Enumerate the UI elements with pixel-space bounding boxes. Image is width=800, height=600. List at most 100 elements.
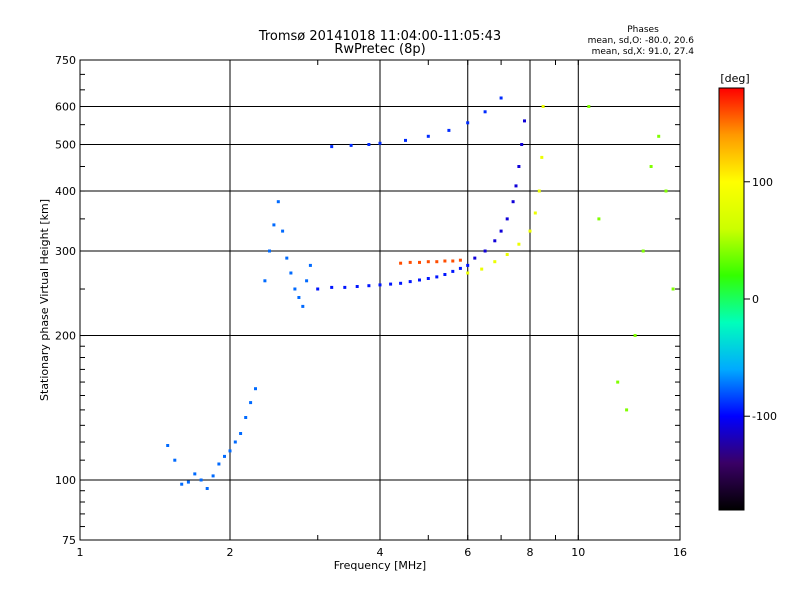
scatter-point bbox=[217, 462, 221, 466]
scatter-point bbox=[249, 401, 253, 405]
scatter-points bbox=[166, 96, 675, 490]
y-tick-label: 75 bbox=[62, 534, 76, 547]
scatter-point bbox=[511, 200, 515, 204]
scatter-point bbox=[223, 454, 226, 458]
colorbar-ticks: 100 0 -100 bbox=[744, 176, 777, 423]
scatter-point bbox=[297, 296, 301, 299]
scatter-point bbox=[254, 387, 257, 391]
scatter-point bbox=[541, 105, 545, 108]
scatter-point bbox=[466, 271, 470, 275]
scatter-point bbox=[308, 263, 312, 267]
scatter-point bbox=[641, 249, 645, 253]
scatter-point bbox=[399, 281, 403, 285]
y-tick-label: 600 bbox=[55, 101, 76, 114]
scatter-point bbox=[523, 119, 526, 123]
scatter-point bbox=[451, 259, 455, 263]
scatter-point bbox=[330, 145, 334, 149]
scatter-point bbox=[343, 285, 347, 289]
scatter-point bbox=[193, 472, 197, 476]
scatter-point bbox=[285, 256, 289, 260]
scatter-point bbox=[289, 271, 293, 275]
y-tick-label: 400 bbox=[55, 185, 76, 198]
scatter-point bbox=[649, 165, 653, 168]
y-tick-label: 750 bbox=[55, 54, 76, 67]
scatter-point bbox=[435, 275, 439, 279]
y-tick-label: 100 bbox=[55, 474, 76, 487]
scatter-point bbox=[408, 260, 412, 264]
scatter-point bbox=[493, 239, 497, 243]
y-tick-label: 300 bbox=[55, 245, 76, 258]
scatter-point bbox=[443, 259, 447, 263]
scatter-point bbox=[244, 416, 248, 419]
scatter-point bbox=[418, 260, 421, 264]
scatter-point bbox=[537, 189, 541, 193]
stats-line-x: mean, sd,X: 91.0, 27.4 bbox=[592, 47, 695, 57]
x-tick-label: 2 bbox=[227, 546, 234, 559]
scatter-point bbox=[418, 278, 421, 282]
scatter-point bbox=[517, 242, 521, 246]
x-tick-label: 1 bbox=[77, 546, 84, 559]
scatter-point bbox=[426, 277, 430, 280]
scatter-point bbox=[466, 121, 470, 125]
colorbar-label: [deg] bbox=[720, 72, 749, 85]
scatter-point bbox=[528, 229, 532, 233]
scatter-point bbox=[499, 229, 503, 233]
scatter-point bbox=[664, 189, 668, 193]
scatter-point bbox=[180, 482, 184, 486]
scatter-point bbox=[505, 217, 509, 221]
scatter-point bbox=[268, 249, 271, 253]
x-tick-label: 16 bbox=[673, 546, 687, 559]
scatter-point bbox=[473, 256, 477, 260]
x-tick-label: 4 bbox=[377, 546, 384, 559]
scatter-point bbox=[186, 480, 190, 484]
x-tick-label: 8 bbox=[527, 546, 534, 559]
scatter-point bbox=[367, 284, 371, 288]
scatter-point bbox=[657, 134, 661, 138]
scatter-point bbox=[517, 165, 521, 168]
scatter-point bbox=[330, 285, 334, 289]
scatter-point bbox=[671, 287, 675, 291]
scatter-point bbox=[483, 249, 487, 253]
scatter-point bbox=[367, 143, 371, 146]
scatter-point bbox=[616, 380, 620, 384]
scatter-point bbox=[483, 110, 487, 114]
colorbar-tick-label: 100 bbox=[752, 176, 773, 189]
scatter-point bbox=[533, 211, 537, 215]
scatter-point bbox=[499, 96, 503, 100]
y-tick-label: 200 bbox=[55, 330, 76, 343]
scatter-point bbox=[399, 261, 403, 265]
scatter-point bbox=[211, 474, 215, 478]
scatter-point bbox=[625, 408, 629, 412]
scatter-point bbox=[505, 253, 509, 256]
scatter-point bbox=[281, 229, 285, 233]
grid-lines bbox=[80, 60, 680, 540]
y-axis-ticks: 75 100 200 300 400 500 600 750 bbox=[55, 54, 680, 547]
x-tick-label: 6 bbox=[464, 546, 471, 559]
scatter-point bbox=[263, 279, 267, 283]
scatter-point bbox=[480, 267, 484, 271]
scatter-point bbox=[355, 285, 359, 288]
colorbar-tick-label: -100 bbox=[752, 410, 777, 423]
scatter-point bbox=[166, 444, 170, 447]
scatter-point bbox=[272, 223, 276, 227]
scatter-point bbox=[378, 141, 382, 145]
scatter-point bbox=[199, 478, 203, 482]
scatter-point bbox=[205, 487, 209, 490]
scatter-point bbox=[443, 273, 447, 276]
scatter-point bbox=[458, 266, 462, 270]
x-tick-label: 10 bbox=[571, 546, 585, 559]
x-axis-label: Frequency [MHz] bbox=[334, 559, 426, 572]
scatter-point bbox=[633, 334, 637, 337]
scatter-point bbox=[378, 283, 382, 287]
scatter-point bbox=[458, 258, 462, 262]
scatter-point bbox=[316, 287, 320, 291]
chart-subtitle: RwPretec (8p) bbox=[334, 42, 425, 57]
scatter-point bbox=[239, 432, 243, 435]
scatter-point bbox=[404, 138, 407, 142]
scatter-point bbox=[349, 143, 353, 147]
scatter-point bbox=[520, 143, 524, 146]
scatter-point bbox=[493, 260, 497, 264]
scatter-point bbox=[447, 128, 451, 132]
chart-title: Tromsø 20141018 11:04:00-11:05:43 bbox=[258, 29, 501, 44]
